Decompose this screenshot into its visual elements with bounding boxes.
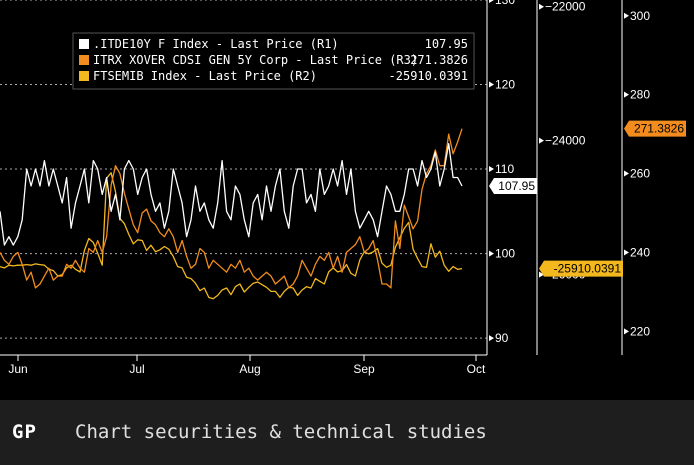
axis-r3-tick-label: 220 [630,324,650,338]
legend-swatch [79,39,89,49]
x-axis-tick-label: Jul [129,362,144,376]
axis-r3-tick-label: 300 [630,9,650,23]
axis-r1-tick-label: 100 [495,247,515,261]
axis-r1-tick-label: 90 [495,331,509,345]
axis-tick-marker [539,3,544,10]
axis-tick-marker [624,249,629,256]
axis-tick-marker [539,271,544,278]
x-axis-tick-label: Sep [353,362,375,376]
last-price-tag-label: -25910.0391 [554,262,622,276]
axis-r1-tick-label: 110 [495,162,514,176]
legend: .ITDE10Y F Index - Last Price (R1) 107.95… [72,32,475,90]
legend-swatch [79,71,89,81]
axis-r3-tick-label: 280 [630,88,650,102]
axis-tick-marker [539,137,544,144]
series-line-r2 [0,172,463,300]
last-price-tag [489,177,537,194]
axis-tick-marker [624,91,629,98]
legend-entry-name: .ITDE10Y F Index - Last Price (R1) [93,37,339,51]
last-price-tag [624,120,686,137]
function-bar: GP Chart securities & technical studies [0,400,694,465]
legend-entry-value: -25910.0391 [389,69,468,83]
axis-r3-tick-label: 240 [630,245,650,259]
series-line-r3 [0,128,463,289]
series-lines [0,128,463,300]
legend-entry-value: 271.3826 [410,53,468,67]
legend-swatch [79,55,89,65]
last-price-tags: 107.95 271.3826 -25910.0391 [489,120,686,277]
axis-r1-tick-label: 130 [495,0,515,7]
legend-entry-value: 107.95 [425,37,468,51]
axis-r3-tick-label: 260 [630,167,650,181]
axis-tick-marker [489,81,494,88]
series-line-r1 [0,143,463,246]
axis-tick-marker [624,328,629,335]
axis-tick-marker [489,335,494,342]
axis-r2-tick-label: −22000 [545,0,586,14]
legend-box [72,32,475,90]
axis-tick-marker [489,166,494,173]
axis-tick-marker [489,0,494,3]
x-axis-tick-label: Aug [239,362,260,376]
legend-entry-name: ITRX XOVER CDSI GEN 5Y Corp - Last Price… [93,53,418,67]
function-code[interactable]: GP [12,421,37,443]
x-axis-tick-label: Oct [467,362,486,376]
axis-tick-marker [624,12,629,19]
last-price-tag-label: 107.95 [498,179,535,193]
chart-area[interactable]: 90100110120130−26000−24000−2200022024026… [0,0,694,400]
last-price-tag [539,260,623,277]
axis-r2-tick-label: −24000 [545,134,586,148]
axis-tick-marker [624,170,629,177]
legend-entry-name: FTSEMIB Index - Last Price (R2) [93,69,317,83]
axis-r1-tick-label: 120 [495,78,515,92]
axis-tick-marker [489,250,494,257]
last-price-tag-label: 271.3826 [634,122,684,136]
x-axis-tick-label: Jun [8,362,27,376]
function-title: Chart securities & technical studies [75,421,487,443]
